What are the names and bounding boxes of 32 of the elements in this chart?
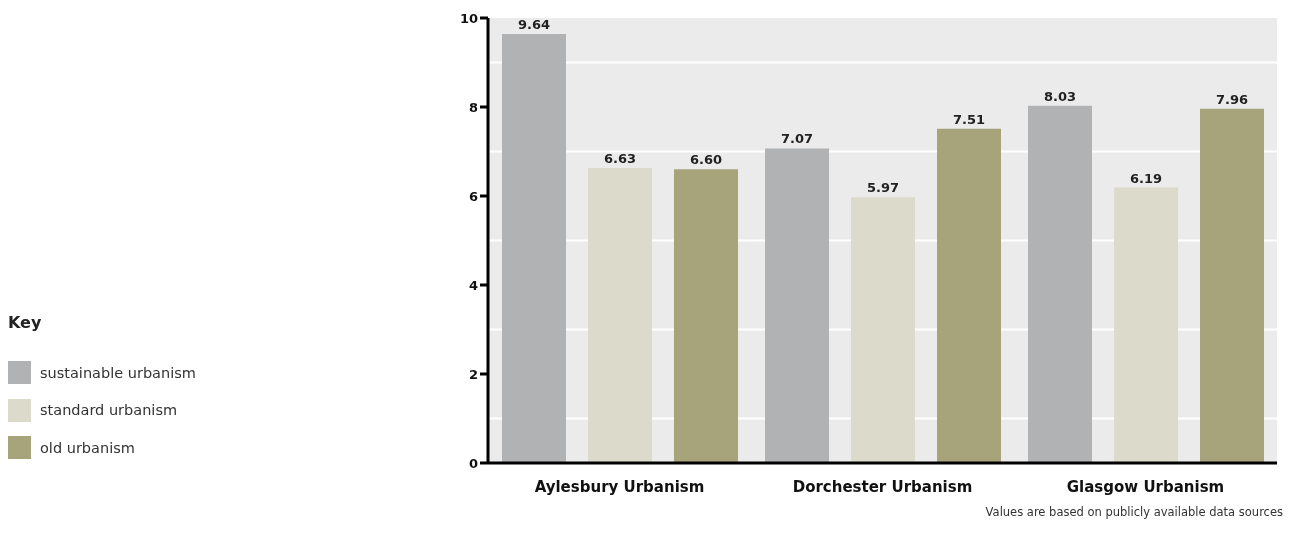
data-label: 5.97 [866,180,900,196]
legend-label: standard urbanism [40,402,178,419]
text: Values are based on publicly available data sources [984,505,1283,519]
y-tick-label: 0 [468,455,478,471]
data-label: 6.19 [1129,170,1163,186]
bar [851,197,915,463]
x-tick-label: Glasgow Urbanism [1066,477,1225,496]
y-tick-label: 2 [468,366,478,382]
bar [674,169,738,463]
y-tick-label: 8 [468,99,478,115]
bar [1028,105,1092,463]
bar [1200,108,1264,463]
data-label: 7.51 [952,111,986,127]
x-tick-label: Aylesbury Urbanism [534,477,705,496]
data-label: 8.03 [1043,88,1077,104]
y-tick-label: 4 [468,277,478,293]
data-label: 6.63 [603,150,637,166]
legend-label: sustainable urbanism [40,364,196,381]
y-tick-label: 10 [459,10,478,26]
bar [502,34,566,463]
bar [765,148,829,463]
legend-label: old urbanism [40,439,135,456]
x-tick-label: Dorchester Urbanism [792,477,973,496]
data-label: 9.64 [517,17,551,33]
data-label: 6.60 [689,152,723,168]
legend-title: Key [8,313,43,332]
bar [588,167,652,463]
data-label: 7.07 [780,131,814,147]
bar [1114,187,1178,463]
bar [937,128,1001,463]
y-tick-label: 6 [468,188,478,204]
data-label: 7.96 [1215,91,1249,107]
